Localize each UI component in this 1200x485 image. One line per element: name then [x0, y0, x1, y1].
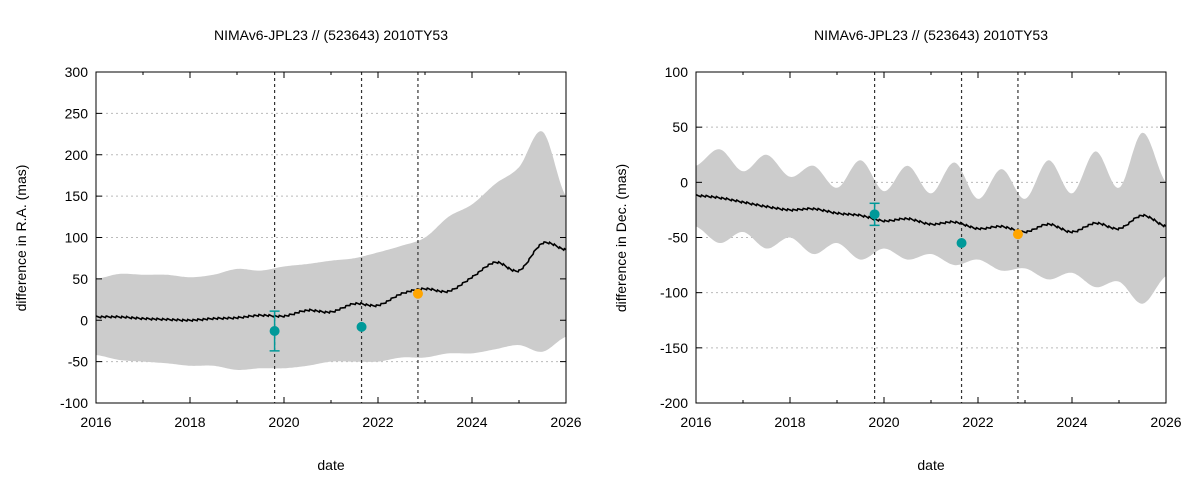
x-tick-label: 2018 — [174, 414, 205, 430]
y-tick-label: 100 — [665, 64, 689, 80]
y-tick-label: -50 — [668, 230, 688, 246]
x-tick-label: 2026 — [550, 414, 581, 430]
x-tick-label: 2024 — [456, 414, 487, 430]
x-tick-label: 2020 — [268, 414, 299, 430]
x-tick-label: 2020 — [868, 414, 899, 430]
y-tick-label: 0 — [680, 174, 688, 190]
data-point — [356, 321, 367, 332]
y-tick-label: -150 — [660, 340, 688, 356]
chart-title: NIMAv6-JPL23 // (523643) 2010TY53 — [814, 27, 1048, 43]
data-point — [956, 238, 967, 249]
y-axis-label: difference in Dec. (mas) — [613, 164, 629, 312]
y-tick-label: 200 — [65, 147, 89, 163]
x-axis-label: date — [917, 457, 944, 473]
y-tick-label: -100 — [660, 285, 688, 301]
y-tick-label: 0 — [80, 312, 88, 328]
uncertainty-band — [96, 131, 566, 370]
data-point — [412, 288, 423, 299]
x-tick-label: 2024 — [1056, 414, 1087, 430]
uncertainty-band — [696, 132, 1166, 304]
x-tick-label: 2022 — [962, 414, 993, 430]
y-tick-label: 300 — [65, 64, 89, 80]
y-tick-label: 50 — [672, 119, 688, 135]
chart-title: NIMAv6-JPL23 // (523643) 2010TY53 — [214, 27, 448, 43]
ra-chart: NIMAv6-JPL23 // (523643) 2010TY53 differ… — [13, 27, 582, 473]
y-tick-label: -200 — [660, 395, 688, 411]
x-axis-label: date — [317, 457, 344, 473]
x-tick-label: 2026 — [1150, 414, 1181, 430]
mean-series-line — [696, 193, 1166, 234]
x-tick-label: 2022 — [362, 414, 393, 430]
y-tick-label: -50 — [68, 354, 88, 370]
y-tick-label: 150 — [65, 188, 89, 204]
x-tick-label: 2016 — [80, 414, 111, 430]
data-point — [269, 326, 280, 337]
x-tick-label: 2016 — [680, 414, 711, 430]
mean-series-line — [96, 240, 566, 323]
y-tick-label: 100 — [65, 230, 89, 246]
data-point — [1012, 229, 1023, 240]
y-tick-label: -100 — [60, 395, 88, 411]
y-tick-label: 50 — [72, 271, 88, 287]
y-axis-label: difference in R.A. (mas) — [13, 165, 29, 312]
y-tick-label: 250 — [65, 105, 89, 121]
data-point — [869, 209, 880, 220]
x-tick-label: 2018 — [774, 414, 805, 430]
dec-chart: NIMAv6-JPL23 // (523643) 2010TY53 differ… — [613, 27, 1182, 473]
